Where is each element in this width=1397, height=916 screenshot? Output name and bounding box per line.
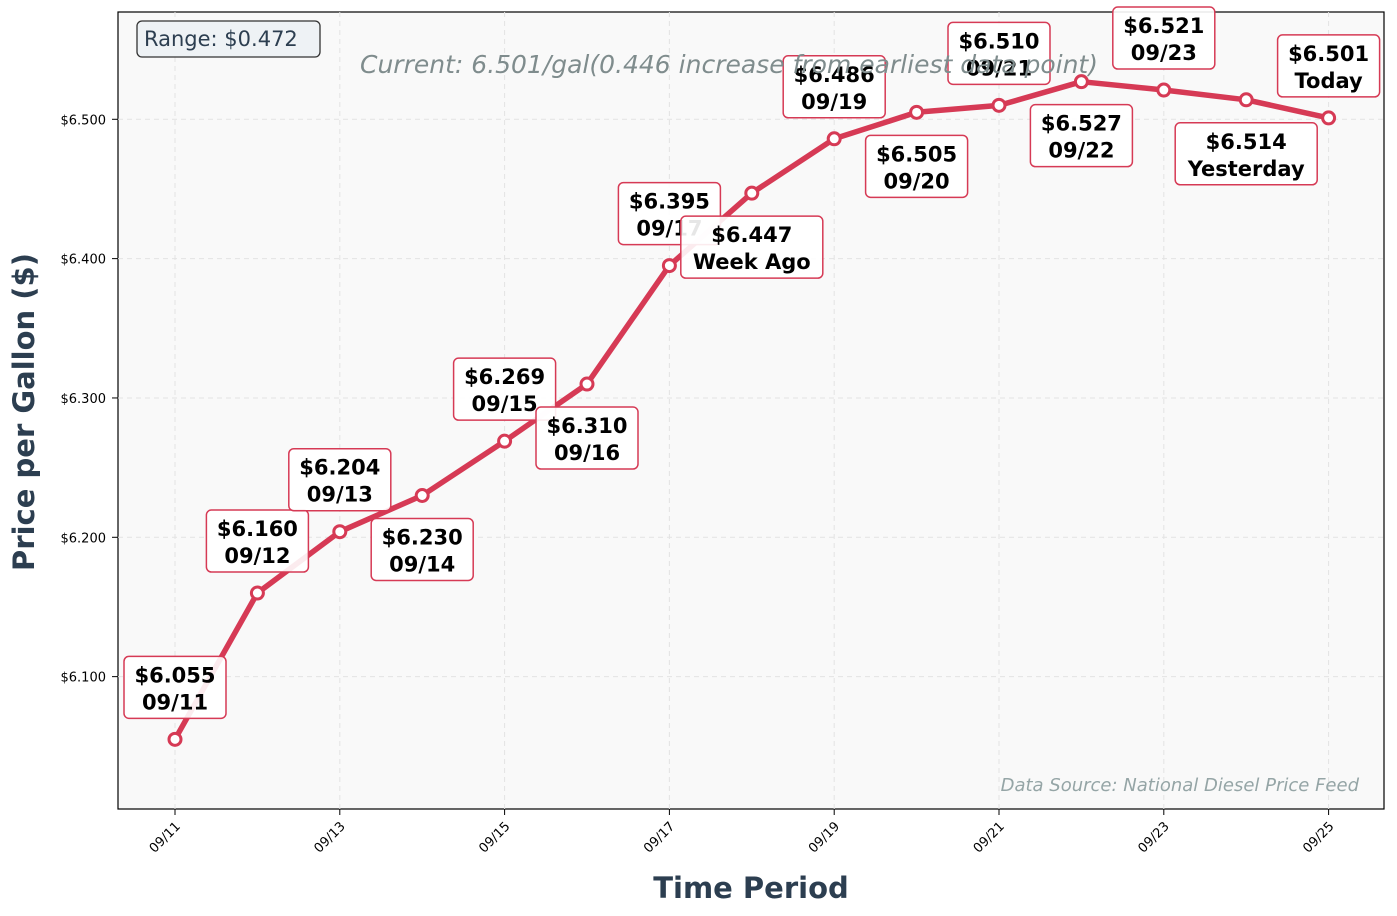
point-label-box <box>680 215 824 279</box>
x-tick-label: 09/13 <box>312 819 349 856</box>
point-label-box <box>947 21 1051 86</box>
point-label-box <box>1174 122 1318 186</box>
point-label-date: 09/23 <box>1131 41 1197 65</box>
data-source-note: Data Source: National Diesel Price Feed <box>1001 775 1360 796</box>
point-label-price: $6.230 <box>382 525 463 549</box>
point-label: $6.055 09/11 <box>123 655 227 720</box>
y-tick-label: $6.100 <box>61 671 107 686</box>
point-label-price: $6.486 <box>794 63 875 87</box>
x-tick-label: 09/17 <box>641 819 678 856</box>
point-label-date: 09/15 <box>472 392 538 416</box>
y-tick-label: $6.200 <box>61 531 107 546</box>
point-label: $6.486 09/19 <box>782 55 886 119</box>
y-tick-label: $6.500 <box>61 113 107 128</box>
point-label-date: 09/20 <box>884 169 950 193</box>
point-label-price: $6.395 <box>629 190 710 214</box>
point-label-price: $6.269 <box>464 365 545 389</box>
point-label-date: 09/14 <box>389 552 455 576</box>
point-label-price: $6.527 <box>1041 112 1122 136</box>
range-annotation: Range: $0.472 <box>144 27 298 51</box>
point-label-price: $6.310 <box>546 414 627 438</box>
point-label: $6.501 Today <box>1276 34 1381 98</box>
point-labels: $6.055 09/11 $6.160 09/12 $6.204 09/13 $6.230 0… <box>123 6 1381 720</box>
x-tick-label: 09/11 <box>147 819 184 856</box>
current-price-annotation: Current: 6.501/gal(0.446 increase from e… <box>360 50 1098 79</box>
point-label-price: $6.514 <box>1206 130 1287 154</box>
point-label: $6.269 09/15 <box>452 357 557 421</box>
data-point <box>249 585 265 601</box>
point-label-date: Week Ago <box>693 250 811 274</box>
point-label-date: 09/16 <box>554 441 620 465</box>
point-label-date: 09/19 <box>801 90 867 114</box>
point-label-box <box>123 655 227 720</box>
point-label-box <box>288 447 392 512</box>
point-label: $6.447 Week Ago <box>680 215 824 279</box>
point-label-box <box>205 509 310 573</box>
data-point <box>826 131 842 147</box>
point-label-date: Today <box>1294 69 1363 93</box>
y-axis-title: Price per Gallon ($) <box>7 253 41 571</box>
point-label-price: $6.204 <box>299 456 380 480</box>
point-label: $6.510 09/21 <box>947 21 1051 86</box>
point-label-date: 09/21 <box>966 56 1032 80</box>
x-tick-label: 09/19 <box>806 819 843 856</box>
point-label-box <box>452 357 557 421</box>
data-point <box>167 731 183 747</box>
point-label-date: 09/12 <box>224 544 290 568</box>
data-point <box>909 104 925 120</box>
data-point <box>497 433 513 449</box>
data-point <box>661 258 677 274</box>
point-label-date: 09/13 <box>307 483 373 507</box>
y-axis-ticks: $6.100 $6.200 $6.300 $6.400 $6.500 <box>61 113 118 686</box>
point-label: $6.514 Yesterday <box>1174 122 1318 186</box>
x-tick-label: 09/25 <box>1300 819 1337 856</box>
x-tick-label: 09/15 <box>476 819 513 856</box>
data-point <box>991 97 1007 113</box>
point-label: $6.310 09/16 <box>535 406 639 470</box>
data-point <box>1238 92 1254 108</box>
point-label: $6.160 09/12 <box>205 509 310 573</box>
x-axis-title: Time Period <box>653 871 849 905</box>
point-label-price: $6.521 <box>1123 14 1204 38</box>
range-badge: Range: $0.472 <box>136 20 321 58</box>
point-label-box <box>782 55 886 119</box>
point-label-date: 09/11 <box>142 690 208 714</box>
point-label-price: $6.501 <box>1288 42 1369 66</box>
data-point <box>332 524 348 540</box>
data-point <box>579 376 595 392</box>
point-label-box <box>1029 103 1134 168</box>
point-label-box <box>370 517 474 582</box>
x-tick-label: 09/23 <box>1136 819 1173 856</box>
data-point <box>744 185 760 201</box>
point-label-box <box>535 406 639 470</box>
point-label-box <box>864 134 969 199</box>
point-label: $6.527 09/22 <box>1029 103 1134 168</box>
data-point <box>414 487 430 503</box>
point-label-box <box>1276 34 1381 98</box>
point-label-price: $6.055 <box>134 663 215 687</box>
y-tick-label: $6.300 <box>61 392 107 407</box>
point-label-date: Yesterday <box>1187 157 1305 181</box>
x-axis-ticks: 09/11 09/13 09/15 09/17 09/19 09/21 09/23 09/25 <box>147 809 1337 856</box>
data-point <box>1156 82 1172 98</box>
point-label-price: $6.505 <box>876 142 957 166</box>
point-label-date: 09/22 <box>1048 139 1114 163</box>
data-point <box>1321 110 1337 126</box>
price-series <box>167 74 1337 747</box>
y-tick-label: $6.400 <box>61 253 107 268</box>
point-label: $6.230 09/14 <box>370 517 474 582</box>
point-label-price: $6.447 <box>711 223 792 247</box>
point-label-box <box>1112 6 1216 70</box>
point-label: $6.521 09/23 <box>1112 6 1216 70</box>
point-label-price: $6.160 <box>217 517 298 541</box>
point-label-price: $6.510 <box>958 29 1039 53</box>
x-tick-label: 09/21 <box>971 819 1008 856</box>
point-label: $6.505 09/20 <box>864 134 969 199</box>
data-point <box>1073 74 1089 90</box>
point-label: $6.204 09/13 <box>288 447 392 512</box>
